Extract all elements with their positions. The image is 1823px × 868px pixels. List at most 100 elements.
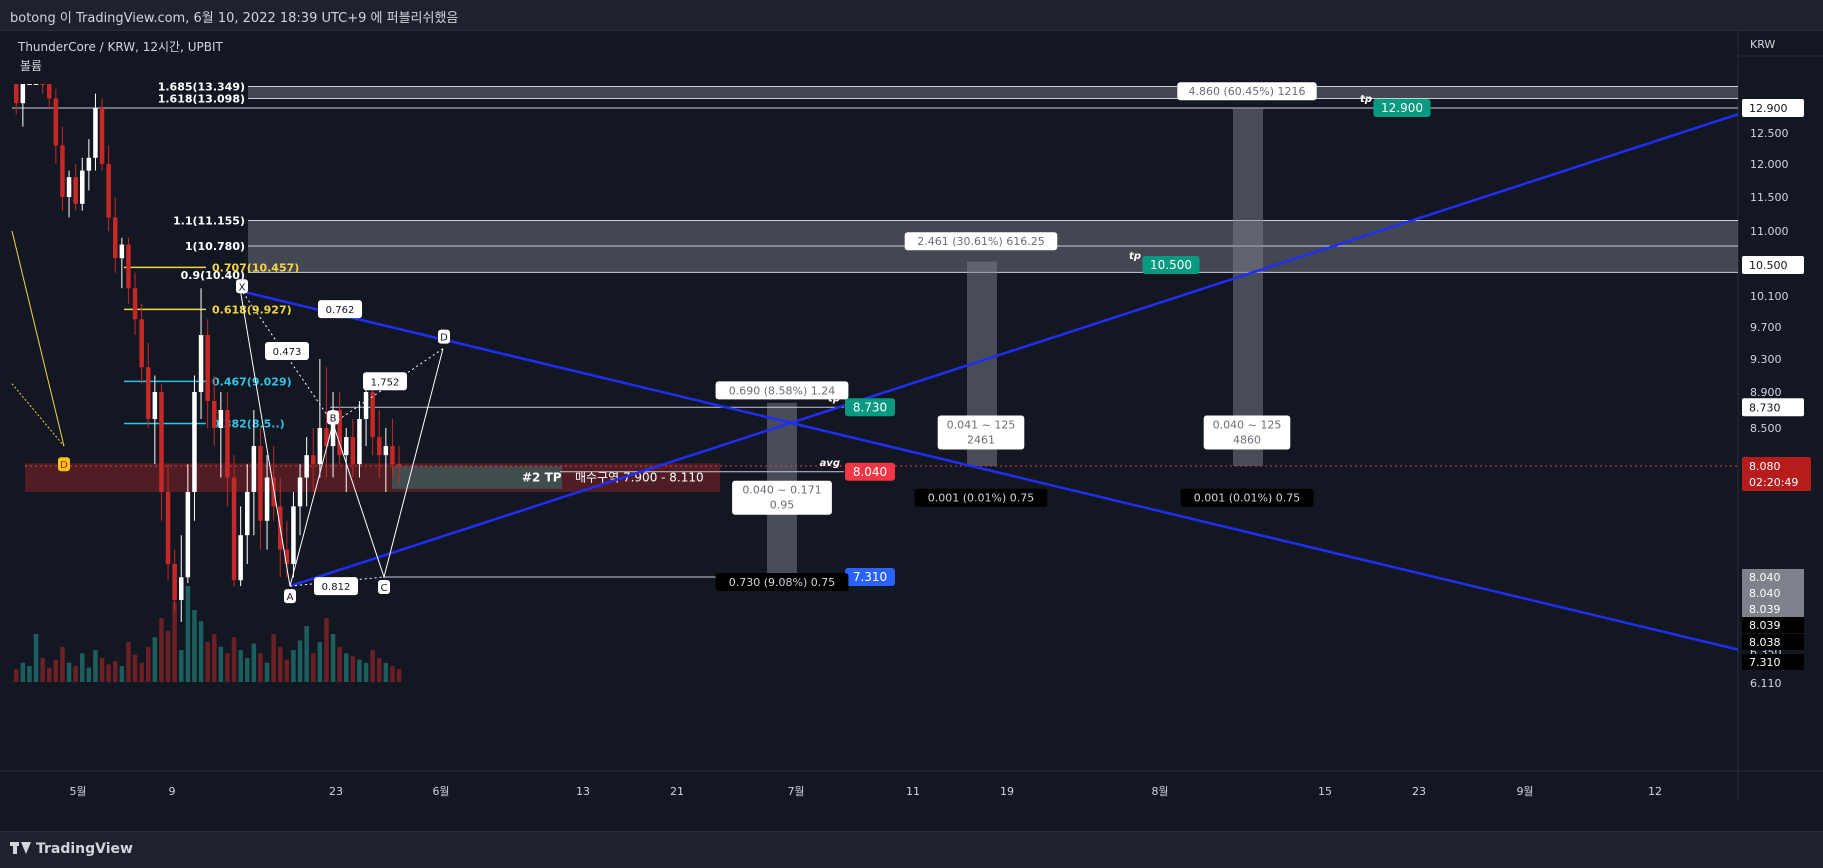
fib-level-label: 1.618(13.098) — [158, 92, 245, 105]
volume-bar — [297, 640, 303, 682]
volume-bar — [251, 643, 257, 682]
volume-bar — [291, 650, 296, 682]
buy-zone — [25, 463, 720, 492]
ascending-trendline — [289, 113, 1739, 588]
measure-label-text: 0.040 ~ 0.171 — [742, 484, 821, 497]
svg-text:A: A — [287, 592, 294, 603]
volume-bar — [159, 618, 164, 682]
volume-legend[interactable]: 볼륨 — [20, 59, 43, 73]
volume-bar — [264, 662, 270, 682]
candle-body — [311, 455, 316, 465]
pattern-point-c: C — [378, 580, 390, 594]
candle-body — [172, 564, 177, 600]
candle-body — [47, 84, 52, 99]
candle-body — [198, 335, 204, 392]
candle-body — [357, 419, 362, 465]
pattern-point-d: D — [438, 329, 450, 344]
volume-bar — [80, 653, 85, 682]
tp2-zone — [392, 466, 562, 489]
volume-bar — [344, 653, 349, 682]
volume-bar — [225, 653, 230, 682]
volume-bar — [377, 658, 382, 682]
svg-text:D: D — [440, 333, 448, 344]
volume-bar — [212, 634, 217, 682]
volume-bar — [337, 646, 342, 682]
svg-text:8.039: 8.039 — [1749, 603, 1781, 616]
volume-bar — [383, 662, 389, 682]
price-tick-label: 10.100 — [1750, 290, 1789, 303]
price-axis-stack-label: 8.039 — [1742, 617, 1804, 633]
time-tick-label: 8월 — [1151, 785, 1168, 798]
volume-bar — [205, 642, 210, 682]
volume-bar — [99, 658, 105, 682]
volume-bar — [165, 630, 171, 682]
volume-bar — [86, 667, 92, 682]
volume-bar — [192, 610, 197, 682]
volume-bar — [390, 666, 395, 682]
volume-bar — [324, 618, 329, 682]
fib-level-label: 0.618(9.927) — [212, 303, 292, 316]
symbol-legend[interactable]: ThunderCore / KRW, 12시간, UPBIT — [18, 40, 223, 54]
price-tick-label: 6.110 — [1750, 677, 1782, 690]
measure-label-text: 0.730 (9.08%) 0.75 — [729, 576, 836, 589]
candle-body — [218, 410, 224, 428]
target-label-text: 10.500 — [1150, 258, 1192, 272]
volume-bar — [185, 586, 191, 682]
svg-text:8.080: 8.080 — [1749, 460, 1781, 473]
candle-body — [113, 217, 118, 259]
measure-label: 4.860 (60.45%) 1216 — [1177, 82, 1317, 101]
pattern-point-a: A — [284, 589, 296, 604]
candle-body — [271, 477, 276, 507]
candle-body — [60, 145, 65, 197]
candle-body — [192, 392, 197, 492]
svg-text:7.310: 7.310 — [1749, 656, 1781, 669]
price-tick-label: 8.500 — [1750, 422, 1782, 435]
svg-text:8.730: 8.730 — [1749, 401, 1781, 414]
volume-bar — [20, 662, 26, 682]
svg-text:02:20:49: 02:20:49 — [1749, 476, 1798, 489]
volume-bar — [350, 656, 356, 682]
measure-label: 0.001 (0.01%) 0.75 — [1180, 488, 1314, 507]
volume-bar — [93, 650, 98, 682]
volume-bar — [363, 662, 369, 682]
candle-body — [383, 446, 389, 456]
candle-body — [225, 410, 230, 478]
candle-body — [337, 410, 342, 456]
candle-body — [390, 446, 395, 465]
price-tick-label: 12.500 — [1750, 127, 1789, 140]
svg-text:10.500: 10.500 — [1749, 259, 1788, 272]
candle-body — [291, 506, 296, 565]
svg-text:8.040: 8.040 — [1749, 571, 1781, 584]
price-axis-label: 10.500 — [1742, 256, 1804, 274]
tradingview-logo[interactable]: TradingView — [10, 841, 133, 857]
price-axis-label: 8.080 02:20:49 — [1742, 457, 1811, 491]
measure-label: 0.040 ~ 125 4860 — [1203, 415, 1291, 450]
volume-bar — [278, 646, 283, 682]
price-axis-label: 12.900 — [1742, 99, 1804, 117]
price-chart[interactable]: KRW 12.500 12.000 11.500 11.000 10.100 9.700 9.… — [0, 30, 1823, 830]
volume-bar — [357, 659, 362, 682]
price-tick-label: 12.000 — [1750, 158, 1789, 171]
tradingview-logo-icon — [10, 842, 32, 854]
measure-column-3 — [1233, 108, 1263, 466]
candle-body — [370, 392, 375, 438]
candle-body — [245, 491, 250, 536]
volume-bar — [73, 666, 78, 682]
volume-bar — [27, 666, 32, 682]
measure-label-text: 0.040 ~ 125 — [1213, 419, 1282, 432]
fib-band-upper — [248, 86, 1738, 99]
candle-body — [86, 157, 92, 171]
candle-body — [344, 437, 349, 456]
volume-bar — [304, 626, 309, 682]
pattern-ratio-text: 0.473 — [273, 347, 302, 358]
candle-body — [205, 335, 210, 401]
target-label: 12.900 — [1373, 99, 1431, 117]
time-tick-label: 13 — [576, 785, 590, 798]
measure-label-text: 0.690 (8.58%) 1.24 — [729, 384, 836, 397]
candle-body — [350, 437, 356, 465]
target-tag: tp — [1360, 94, 1372, 105]
candle-body — [132, 288, 138, 320]
candle-body — [179, 577, 184, 600]
volume-bar — [40, 658, 45, 682]
price-axis-stack-label: 8.038 — [1742, 634, 1804, 650]
